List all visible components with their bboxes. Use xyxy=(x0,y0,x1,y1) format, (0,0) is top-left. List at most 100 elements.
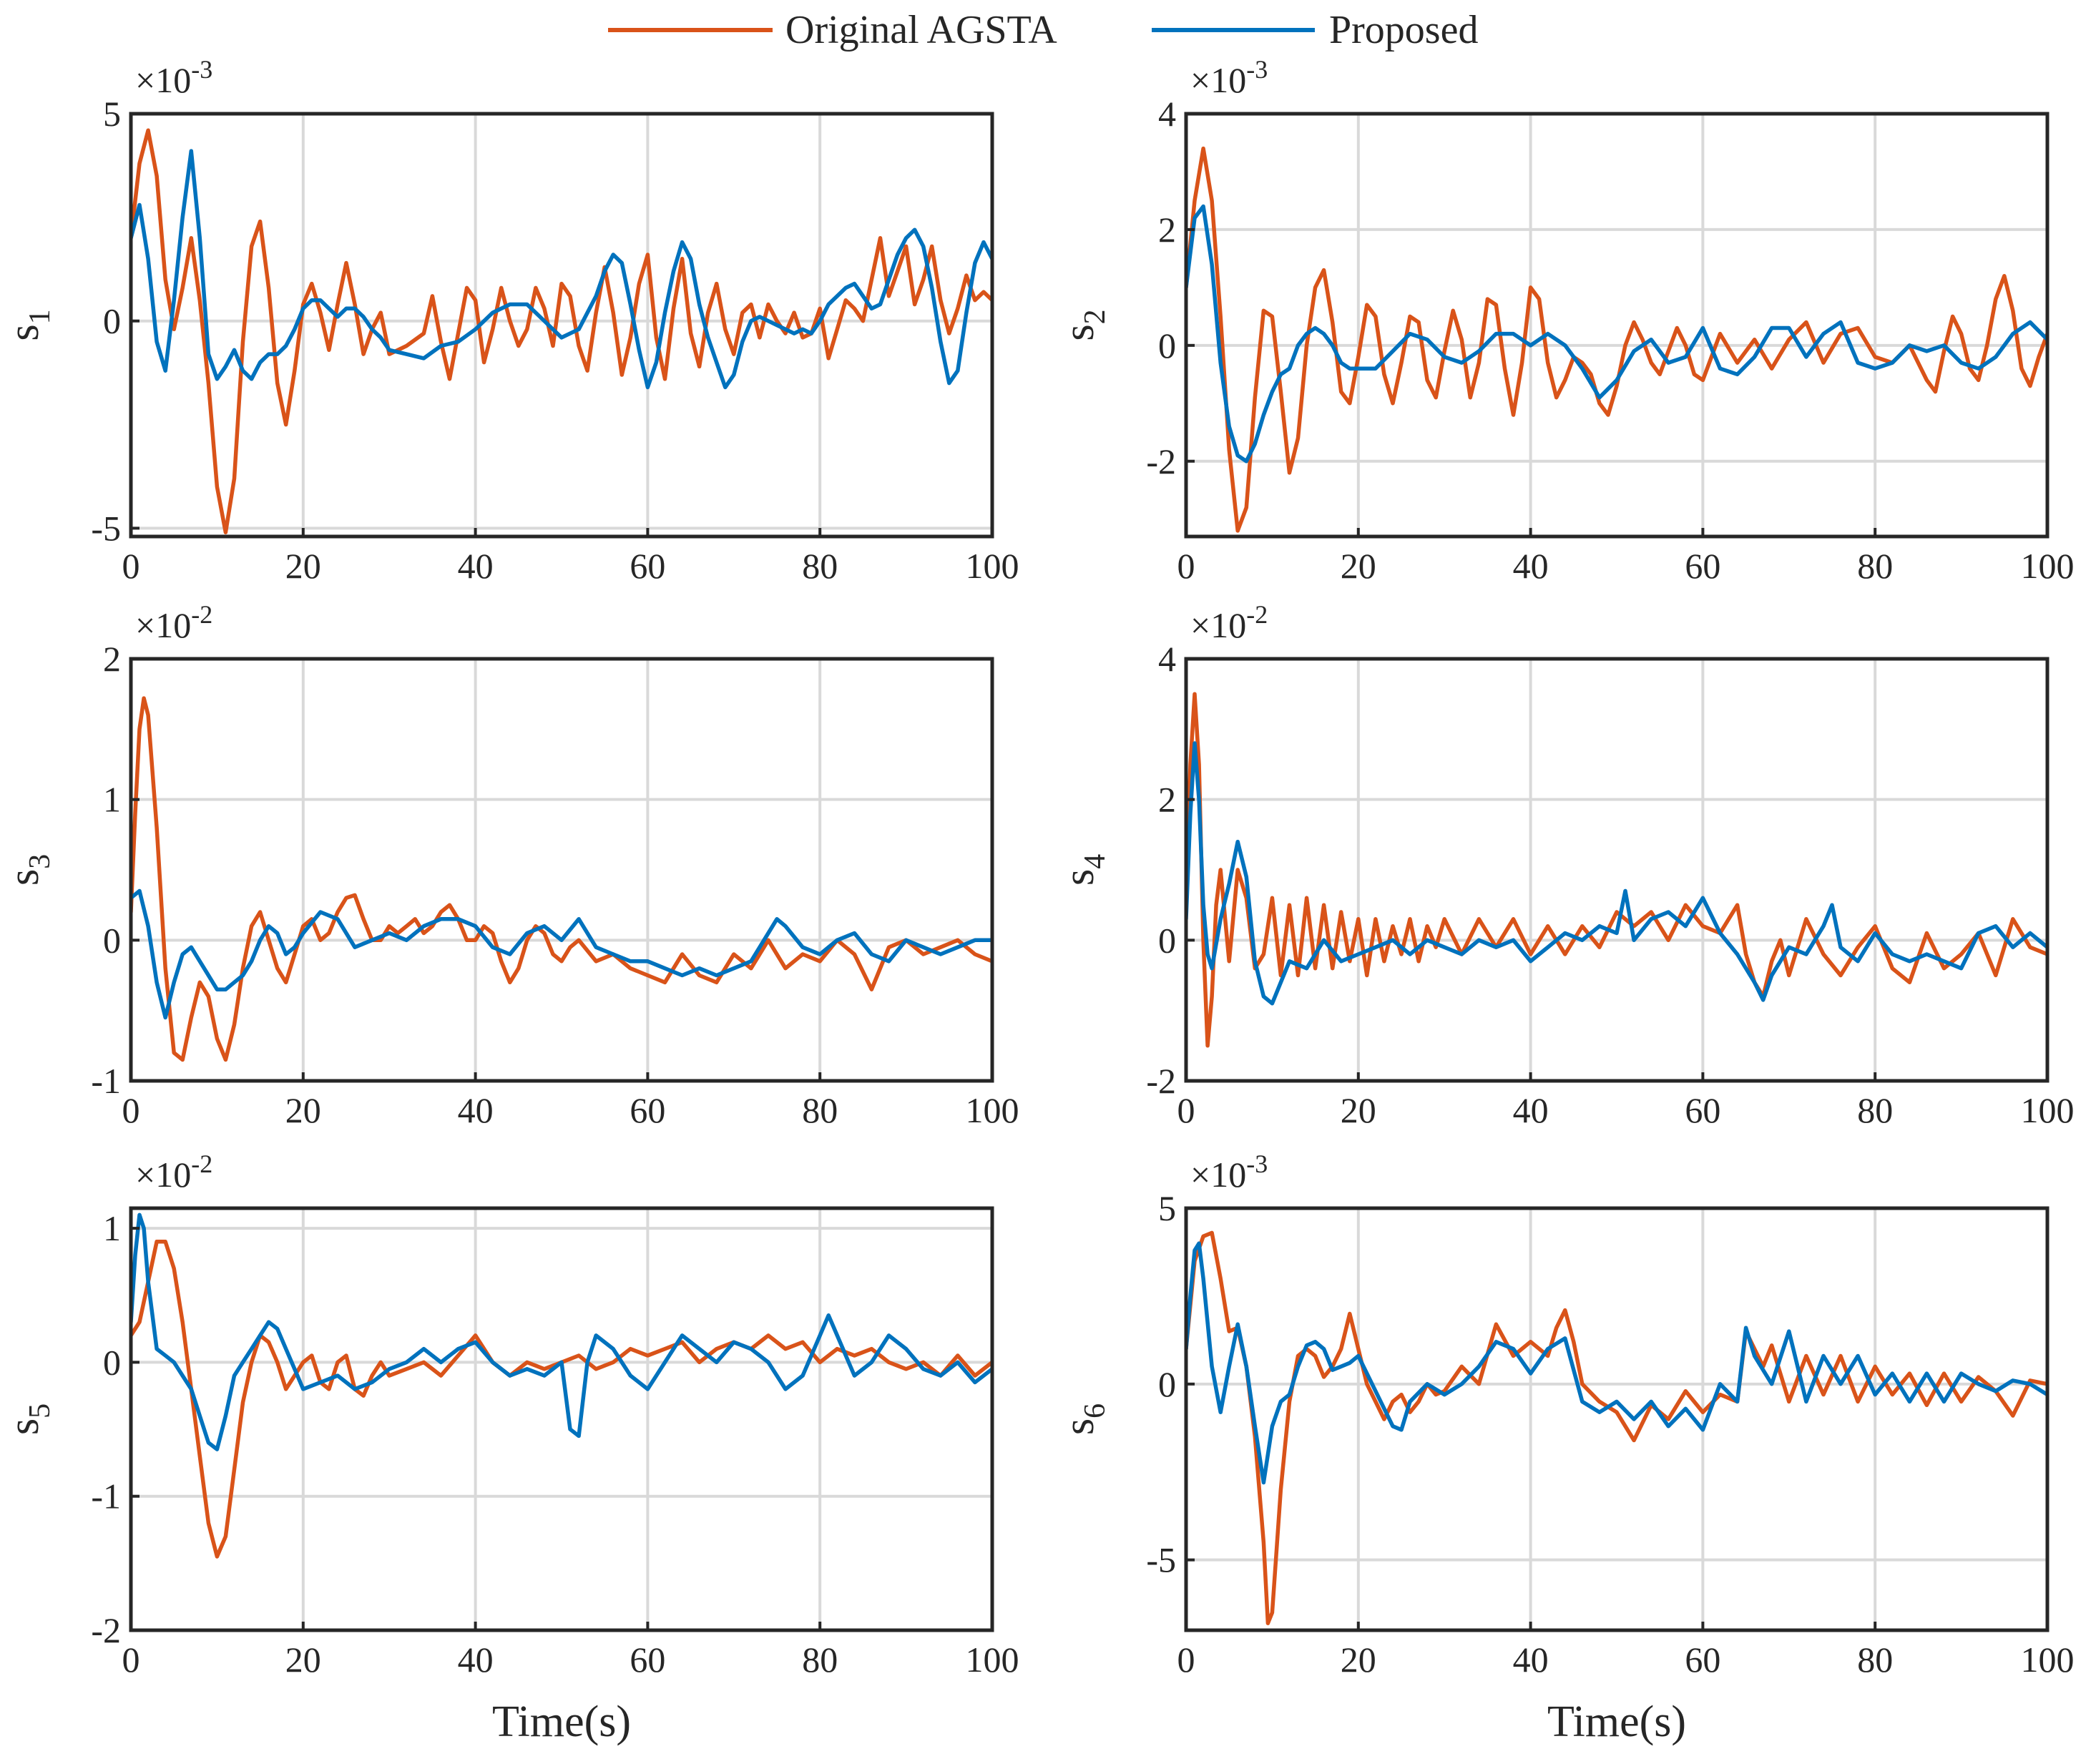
subplot-6: 0 20 40 60 80 100 -5 0 5 ×10-3 s6 Time(s) xyxy=(1055,1150,2075,1746)
axis-exponent-power: -2 xyxy=(1246,600,1268,629)
axis-exponent-label: ×10-2 xyxy=(135,1150,212,1195)
series-line-original-agsta xyxy=(1186,1230,2047,1625)
y-tick-label: -5 xyxy=(1146,1540,1176,1580)
x-tick-label: 60 xyxy=(1685,1640,1720,1680)
axes-box xyxy=(1184,1206,2050,1632)
axes-box xyxy=(1184,112,2050,539)
x-tick-label: 80 xyxy=(1857,1090,1893,1130)
axis-exponent-label: ×10-2 xyxy=(135,600,212,645)
x-tick-label: 40 xyxy=(458,1640,494,1680)
y-tick-label: -2 xyxy=(1146,1061,1176,1101)
y-axis-label: s2 xyxy=(1055,309,1112,340)
series-line-proposed xyxy=(1186,741,2047,1006)
x-tick-label: 60 xyxy=(630,1090,665,1130)
y-axis-label-subscript: 6 xyxy=(1079,1403,1112,1418)
series-line-original-agsta xyxy=(1186,146,2047,533)
series-group xyxy=(1186,692,2047,1048)
y-tick-label: 1 xyxy=(103,780,121,820)
y-tick-label: 2 xyxy=(1158,210,1176,250)
x-tick-label: 80 xyxy=(1857,1640,1893,1680)
legend-label-proposed: Proposed xyxy=(1329,8,1478,52)
y-axis-label: s3 xyxy=(0,854,57,886)
series-line-original-agsta xyxy=(1186,692,2047,1048)
axis-exponent-label: ×10-3 xyxy=(1190,1150,1268,1195)
y-tick-label: 2 xyxy=(1158,780,1176,820)
y-axis-label-subscript: 5 xyxy=(24,1403,57,1418)
subplot-5: 0 20 40 60 80 100 -2 -1 0 1 ×10-2 s5 Time(s) xyxy=(0,1150,1019,1746)
series-line-original-agsta xyxy=(131,128,992,534)
y-tick-label: 0 xyxy=(103,920,121,960)
series-line-proposed xyxy=(131,1212,992,1451)
x-tick-label: 80 xyxy=(802,1640,838,1680)
y-tick-label: -2 xyxy=(1146,441,1176,481)
y-tick-label: 4 xyxy=(1158,94,1176,134)
axis-exponent-label: ×10-3 xyxy=(1190,55,1268,100)
y-tick-label: 1 xyxy=(103,1208,121,1248)
x-axis-label: Time(s) xyxy=(492,1697,631,1746)
axes-box xyxy=(1184,657,2050,1083)
y-tick-label: 0 xyxy=(1158,325,1176,366)
series-line-proposed xyxy=(131,149,992,390)
x-tick-label: 0 xyxy=(122,1090,140,1130)
x-tick-label: 100 xyxy=(966,1090,1019,1130)
x-tick-label: 100 xyxy=(2021,1640,2075,1680)
axis-exponent-power: -2 xyxy=(191,1150,212,1178)
x-tick-label: 20 xyxy=(1341,1090,1376,1130)
series-line-original-agsta xyxy=(131,1240,992,1559)
series-group xyxy=(131,696,992,1062)
series-group xyxy=(131,1212,992,1559)
series-line-proposed xyxy=(1186,1241,2047,1485)
x-tick-label: 40 xyxy=(1513,546,1549,586)
y-tick-label: -1 xyxy=(91,1476,121,1516)
axis-exponent-power: -3 xyxy=(191,55,212,84)
series-group xyxy=(1186,146,2047,533)
y-axis-label-subscript: 3 xyxy=(24,854,57,869)
axis-exponent-label: ×10-3 xyxy=(135,55,212,100)
x-tick-label: 100 xyxy=(966,1640,1019,1680)
series-line-original-agsta xyxy=(131,696,992,1062)
axis-exponent-label: ×10-2 xyxy=(1190,600,1268,645)
y-axis-label: s6 xyxy=(1055,1403,1112,1435)
axis-exponent-power: -3 xyxy=(1246,1150,1268,1178)
series-line-proposed xyxy=(1186,204,2047,464)
x-tick-label: 0 xyxy=(122,1640,140,1680)
x-tick-label: 0 xyxy=(122,546,140,586)
y-axis-label-subscript: 1 xyxy=(24,309,57,324)
y-tick-label: 5 xyxy=(1158,1188,1176,1228)
x-tick-label: 100 xyxy=(2021,1090,2075,1130)
x-tick-label: 0 xyxy=(1177,1090,1195,1130)
x-tick-label: 80 xyxy=(1857,546,1893,586)
x-tick-label: 60 xyxy=(1685,1090,1720,1130)
axis-exponent-power: -2 xyxy=(191,600,212,629)
y-axis-label: s5 xyxy=(0,1403,57,1435)
legend: Original AGSTA Proposed xyxy=(608,8,1478,52)
x-tick-label: 40 xyxy=(458,1090,494,1130)
x-tick-label: 60 xyxy=(630,546,665,586)
y-tick-label: 0 xyxy=(103,1342,121,1382)
subplot-2: 0 20 40 60 80 100 -2 0 2 4 ×10-3 s2 xyxy=(1055,55,2075,586)
x-tick-label: 20 xyxy=(1341,546,1376,586)
x-tick-label: 20 xyxy=(285,1640,321,1680)
axes-box xyxy=(129,1206,994,1632)
axes-box xyxy=(129,657,994,1083)
y-tick-label: -1 xyxy=(91,1061,121,1101)
y-tick-label: 0 xyxy=(1158,920,1176,960)
y-axis-label: s1 xyxy=(0,309,57,340)
y-axis-label-subscript: 2 xyxy=(1079,309,1112,324)
y-tick-label: 5 xyxy=(103,94,121,134)
x-tick-label: 100 xyxy=(2021,546,2075,586)
legend-label-original: Original AGSTA xyxy=(785,8,1057,52)
y-tick-label: -2 xyxy=(91,1610,121,1650)
x-tick-label: 40 xyxy=(1513,1090,1549,1130)
x-tick-label: 60 xyxy=(630,1640,665,1680)
x-tick-label: 40 xyxy=(458,546,494,586)
x-tick-label: 80 xyxy=(802,1090,838,1130)
y-tick-label: 4 xyxy=(1158,639,1176,679)
y-tick-label: 0 xyxy=(103,301,121,341)
x-tick-label: 20 xyxy=(285,1090,321,1130)
y-axis-label-subscript: 4 xyxy=(1079,854,1112,869)
y-tick-label: 2 xyxy=(103,639,121,679)
